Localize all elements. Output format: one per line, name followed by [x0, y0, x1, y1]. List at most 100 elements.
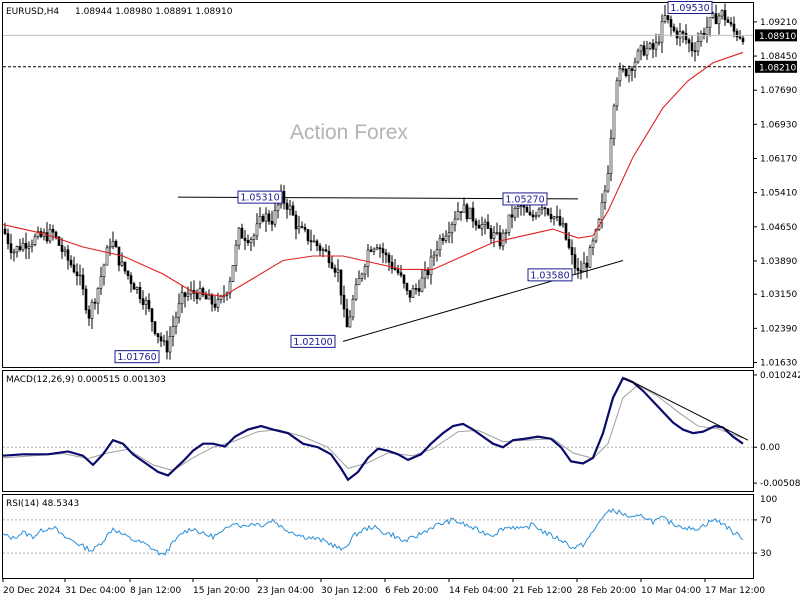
candle-body — [207, 294, 211, 300]
candle-body — [228, 281, 232, 294]
candle-body — [447, 232, 451, 237]
candle-body — [27, 245, 31, 249]
candle-body — [162, 340, 166, 343]
candle-body — [396, 269, 400, 274]
price-annotation-box — [667, 0, 713, 14]
candle-body — [693, 50, 697, 53]
candle-body — [255, 223, 259, 237]
candle-body — [651, 43, 655, 50]
x-tick-label: 28 Feb 20:00 — [577, 586, 636, 596]
candle-body — [24, 242, 28, 249]
candle-body — [585, 262, 589, 268]
candle-body — [549, 213, 553, 220]
candle-body — [249, 239, 253, 244]
candle-body — [372, 248, 376, 252]
candle-body — [180, 292, 184, 305]
candle-body — [414, 288, 418, 290]
candle-body — [699, 32, 703, 42]
rsi-tick-label: 30 — [760, 549, 772, 559]
candle-body — [429, 256, 433, 276]
x-tick-label: 8 Jan 12:00 — [130, 586, 182, 596]
candle-body — [246, 240, 250, 244]
candle-body — [216, 299, 220, 308]
candle-body — [492, 232, 496, 239]
candle-body — [18, 246, 22, 251]
macd-tick-label: -0.005081 — [760, 479, 800, 489]
candle-body — [423, 270, 427, 279]
candle-body — [522, 205, 526, 208]
candle-body — [69, 259, 73, 266]
candle-body — [507, 214, 511, 233]
candle-body — [213, 303, 217, 308]
macd-label: MACD(12,26,9) 0.000515 0.001303 — [6, 375, 166, 385]
candle-body — [654, 42, 658, 50]
price-tick-label: 1.03890 — [760, 257, 797, 267]
candle-body — [12, 251, 16, 254]
candle-body — [321, 249, 325, 251]
candle-body — [399, 272, 403, 276]
candle-body — [567, 239, 571, 248]
watermark: Action Forex — [290, 121, 408, 144]
candle-body — [267, 213, 271, 222]
candle-body — [78, 274, 82, 277]
candle-body — [75, 271, 79, 276]
candle-body — [726, 19, 730, 23]
axis-layer: 1.09210 1.08450 1.07690 1.06930 1.06170 1.054… — [2, 18, 800, 596]
candle-body — [21, 242, 25, 251]
candle-body — [264, 213, 268, 222]
candle-body — [555, 216, 559, 218]
x-tick-label: 6 Feb 20:00 — [385, 586, 439, 596]
candle-body — [546, 208, 550, 215]
candle-body — [408, 290, 412, 298]
price-tick-label: 1.09210 — [760, 18, 797, 28]
rsi-label: RSI(14) 48.5343 — [6, 499, 79, 509]
price-annotation-label: 1.01760 — [117, 352, 156, 363]
macd-layer — [2, 376, 753, 482]
candle-body — [240, 227, 244, 239]
candle-body — [444, 235, 448, 241]
candle-body — [465, 204, 469, 220]
candle-body — [3, 228, 7, 234]
candle-body — [474, 220, 478, 226]
candle-body — [123, 261, 127, 272]
candle-body — [171, 326, 175, 337]
candle-body — [603, 190, 607, 203]
candle-body — [558, 216, 562, 226]
candle-body — [639, 45, 643, 52]
candle-body — [378, 247, 382, 250]
candle-body — [66, 249, 70, 261]
candle-body — [456, 211, 460, 220]
candle-body — [462, 204, 466, 213]
candle-body — [513, 208, 517, 218]
candle-body — [243, 237, 247, 241]
candle-body — [390, 261, 394, 269]
candle-body — [489, 228, 493, 239]
candle-body — [402, 274, 406, 284]
candle-body — [105, 247, 109, 266]
candle-body — [303, 227, 307, 230]
candle-body — [516, 206, 520, 209]
price-annotation-label: 1.02100 — [293, 337, 332, 348]
candle-body — [159, 336, 163, 342]
price-annotation-label: 1.03580 — [530, 270, 569, 281]
candle-body — [510, 214, 514, 218]
candle-body — [261, 215, 265, 222]
candle-body — [354, 284, 358, 300]
x-tick-label: 23 Jan 04:00 — [257, 586, 314, 596]
candle-body — [483, 221, 487, 225]
candle-body — [60, 245, 64, 252]
candle-body — [705, 26, 709, 35]
candle-body — [561, 223, 565, 226]
candle-body — [600, 202, 604, 220]
candle-body — [312, 240, 316, 243]
candle-body — [648, 43, 652, 49]
candle-body — [453, 218, 457, 225]
candle-body — [102, 264, 106, 277]
candle-body — [6, 233, 10, 245]
candle-body — [441, 238, 445, 241]
candle-body — [297, 226, 301, 230]
candle-body — [174, 316, 178, 327]
candle-body — [168, 336, 172, 353]
candle-body — [387, 254, 391, 263]
price-tick-label: 1.06170 — [760, 154, 797, 164]
